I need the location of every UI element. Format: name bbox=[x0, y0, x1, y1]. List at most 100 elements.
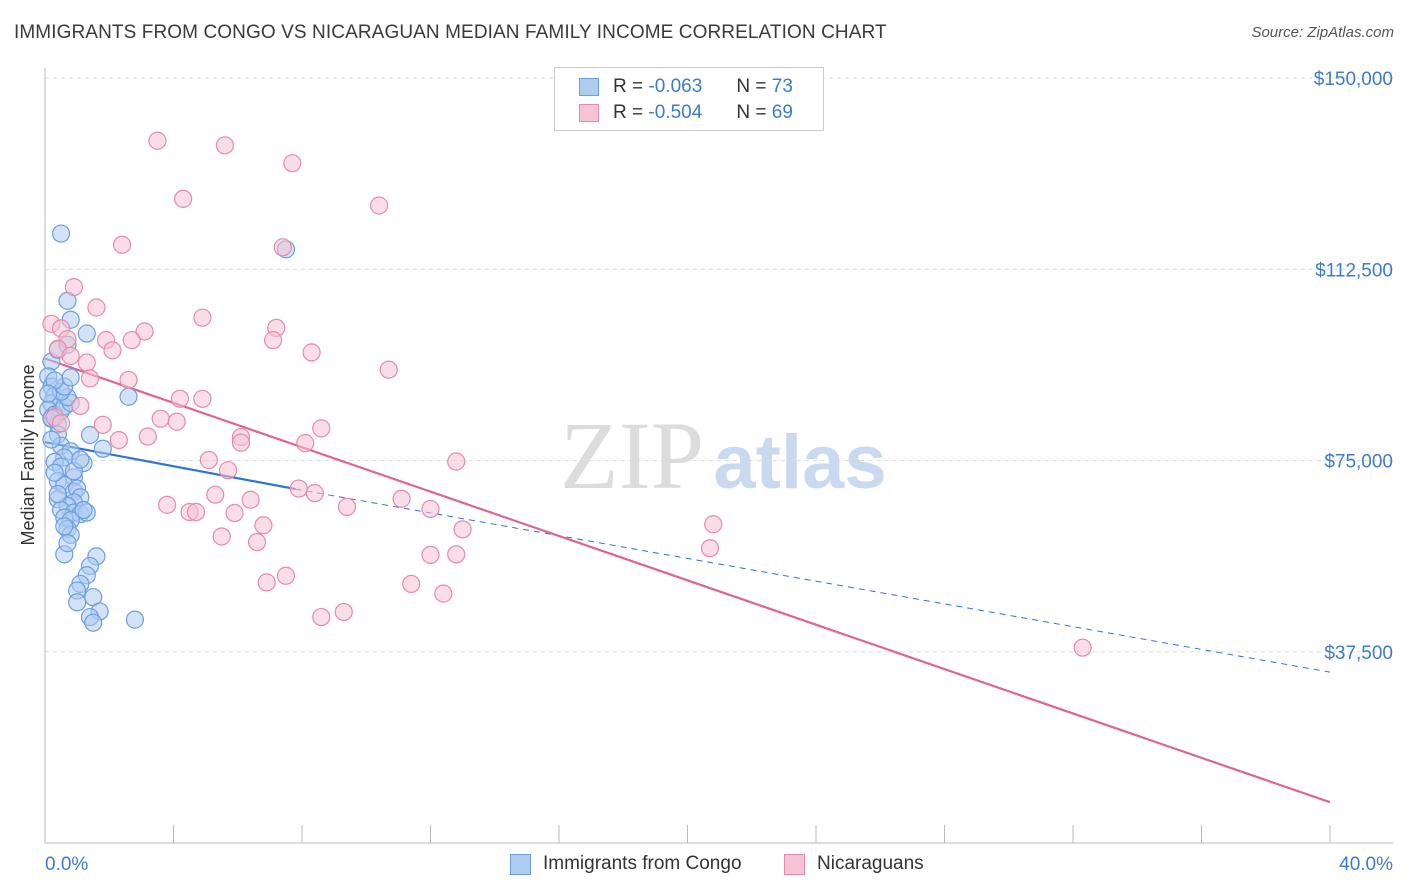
data-point-congo bbox=[42, 430, 61, 449]
data-point-nicaraguans bbox=[453, 520, 472, 539]
watermark: ZIP atlas bbox=[560, 402, 887, 509]
y-tick-label: $37,500 bbox=[1324, 643, 1393, 664]
data-point-nicaraguans bbox=[302, 343, 321, 362]
data-point-congo bbox=[80, 425, 100, 445]
y-tick-labels: $37,500 $75,000 $112,500 $150,000 bbox=[1314, 69, 1393, 664]
data-point-nicaraguans bbox=[193, 389, 212, 408]
data-point-nicaraguans bbox=[93, 415, 112, 434]
bottom-legend-label-congo: Immigrants from Congo bbox=[543, 853, 742, 874]
legend-r-label: R = bbox=[613, 76, 644, 97]
data-point-nicaraguans bbox=[289, 479, 308, 498]
data-point-congo bbox=[55, 517, 74, 536]
gridlines bbox=[45, 77, 1393, 653]
data-point-nicaraguans bbox=[296, 434, 315, 453]
watermark-atlas: atlas bbox=[713, 420, 886, 505]
y-tick-label: $150,000 bbox=[1314, 69, 1393, 90]
watermark-zip: ZIP bbox=[560, 402, 704, 509]
data-point-nicaraguans bbox=[71, 396, 90, 416]
data-point-congo bbox=[71, 450, 90, 469]
data-point-congo bbox=[61, 368, 80, 387]
data-point-nicaraguans bbox=[263, 331, 283, 350]
y-tick-label: $75,000 bbox=[1324, 452, 1393, 473]
data-point-nicaraguans bbox=[103, 341, 122, 360]
data-point-nicaraguans bbox=[434, 584, 453, 603]
legend-row-nicaraguans: R = -0.504 N = 69 bbox=[579, 101, 793, 125]
data-point-nicaraguans bbox=[212, 527, 231, 546]
trendline-congo bbox=[44, 441, 296, 491]
data-point-nicaraguans bbox=[312, 419, 331, 438]
data-point-nicaraguans bbox=[312, 607, 331, 627]
data-point-nicaraguans bbox=[138, 427, 157, 446]
data-point-nicaraguans bbox=[334, 602, 353, 622]
legend-n-value: 73 bbox=[771, 76, 793, 97]
data-point-nicaraguans bbox=[305, 484, 324, 503]
bottom-legend-swatch-congo bbox=[510, 853, 531, 875]
data-point-congo bbox=[125, 610, 145, 629]
data-point-nicaraguans bbox=[700, 539, 720, 558]
bottom-legend-congo: Immigrants from Congo bbox=[510, 851, 742, 877]
y-tick-label: $112,500 bbox=[1315, 260, 1393, 281]
data-point-nicaraguans bbox=[206, 485, 225, 504]
data-point-nicaraguans bbox=[112, 235, 132, 254]
legend-r-value: -0.504 bbox=[648, 102, 703, 123]
data-point-nicaraguans bbox=[61, 346, 80, 366]
data-point-nicaraguans bbox=[273, 238, 292, 257]
data-point-nicaraguans bbox=[447, 545, 466, 564]
data-point-congo bbox=[68, 593, 87, 612]
data-point-nicaraguans bbox=[1073, 638, 1092, 657]
data-point-nicaraguans bbox=[231, 433, 251, 452]
bottom-legend-swatch-nicaraguans bbox=[784, 853, 805, 875]
data-point-nicaraguans bbox=[77, 353, 96, 372]
data-point-nicaraguans bbox=[421, 545, 440, 564]
data-point-nicaraguans bbox=[254, 516, 273, 535]
data-point-nicaraguans bbox=[257, 573, 276, 592]
chart-title: IMMIGRANTS FROM CONGO VS NICARAGUAN MEDI… bbox=[14, 22, 887, 43]
axes bbox=[44, 68, 1393, 844]
x-tick-label: 40.0% bbox=[1339, 854, 1393, 875]
data-point-nicaraguans bbox=[122, 331, 141, 350]
data-point-nicaraguans bbox=[276, 566, 296, 585]
legend-swatch-congo bbox=[579, 78, 599, 96]
data-point-nicaraguans bbox=[370, 196, 389, 215]
data-point-nicaraguans bbox=[170, 389, 190, 408]
source-label: Source: ZipAtlas.com bbox=[1251, 24, 1394, 41]
correlation-legend: R = -0.063 N = 73 R = -0.504 N = 69 bbox=[554, 67, 824, 131]
data-point-nicaraguans bbox=[447, 452, 466, 471]
legend-r-value: -0.063 bbox=[648, 76, 703, 97]
data-point-nicaraguans bbox=[135, 322, 154, 341]
data-point-nicaraguans bbox=[151, 409, 170, 428]
legend-n-label: N = bbox=[736, 76, 767, 97]
legend-n-value: 69 bbox=[771, 102, 793, 123]
data-point-nicaraguans bbox=[148, 131, 167, 150]
data-point-nicaraguans bbox=[379, 360, 398, 379]
data-point-nicaraguans bbox=[87, 298, 106, 317]
data-points bbox=[39, 131, 1092, 657]
trendlines bbox=[44, 357, 1331, 804]
data-point-nicaraguans bbox=[219, 461, 238, 480]
data-point-congo bbox=[39, 384, 58, 403]
data-point-nicaraguans bbox=[193, 308, 212, 327]
data-point-nicaraguans bbox=[80, 369, 100, 388]
data-point-congo bbox=[77, 324, 96, 343]
data-point-congo bbox=[119, 387, 138, 406]
bottom-legend-nicaraguans: Nicaraguans bbox=[784, 851, 924, 877]
data-point-congo bbox=[48, 485, 67, 504]
data-point-nicaraguans bbox=[392, 489, 411, 508]
data-point-congo bbox=[58, 534, 77, 553]
data-point-nicaraguans bbox=[247, 532, 267, 552]
legend-swatch-nicaraguans bbox=[579, 104, 599, 122]
trendline-nicaraguans bbox=[44, 357, 1331, 804]
data-point-nicaraguans bbox=[51, 414, 71, 433]
data-point-nicaraguans bbox=[337, 497, 357, 517]
bottom-legend-label-nicaraguans: Nicaraguans bbox=[817, 853, 924, 874]
data-point-nicaraguans bbox=[167, 412, 186, 431]
legend-row-congo: R = -0.063 N = 73 bbox=[579, 75, 793, 99]
data-point-nicaraguans bbox=[283, 154, 302, 173]
data-point-congo bbox=[84, 613, 103, 632]
data-point-nicaraguans bbox=[109, 431, 128, 450]
data-point-nicaraguans bbox=[215, 136, 234, 155]
data-point-congo bbox=[51, 224, 71, 243]
data-point-nicaraguans bbox=[119, 370, 138, 390]
data-point-nicaraguans bbox=[64, 278, 84, 297]
